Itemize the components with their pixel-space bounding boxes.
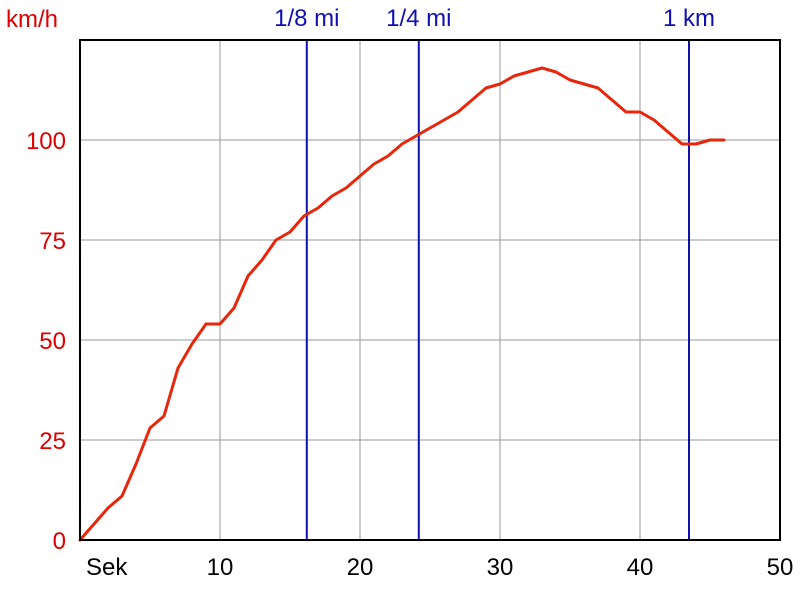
y-tick-label: 100 (26, 128, 66, 155)
y-tick-label: 25 (39, 428, 66, 455)
y-tick-label: 0 (53, 528, 66, 555)
x-tick-label: 10 (207, 554, 234, 581)
x-tick-label: 40 (627, 554, 654, 581)
y-axis-label: km/h (6, 6, 58, 33)
x-tick-label: 20 (347, 554, 374, 581)
distance-markers: 1/8 mi 1/4 mi 1 km (274, 5, 715, 540)
y-tick-label: 50 (39, 328, 66, 355)
distance-marker-label: 1/8 mi (274, 5, 339, 32)
x-axis-tick-labels: 10 20 30 40 50 (207, 554, 794, 581)
y-tick-label: 75 (39, 228, 66, 255)
x-tick-label: 30 (487, 554, 514, 581)
x-axis-label: Sek (86, 554, 128, 581)
distance-marker-label: 1 km (663, 5, 715, 32)
grid-lines (80, 40, 780, 540)
distance-marker-label: 1/4 mi (386, 5, 451, 32)
plot-frame (79, 39, 781, 541)
y-axis-tick-labels: 0 25 50 75 100 (26, 128, 66, 555)
speed-series-line (78, 66, 726, 542)
x-tick-label: 50 (767, 554, 794, 581)
